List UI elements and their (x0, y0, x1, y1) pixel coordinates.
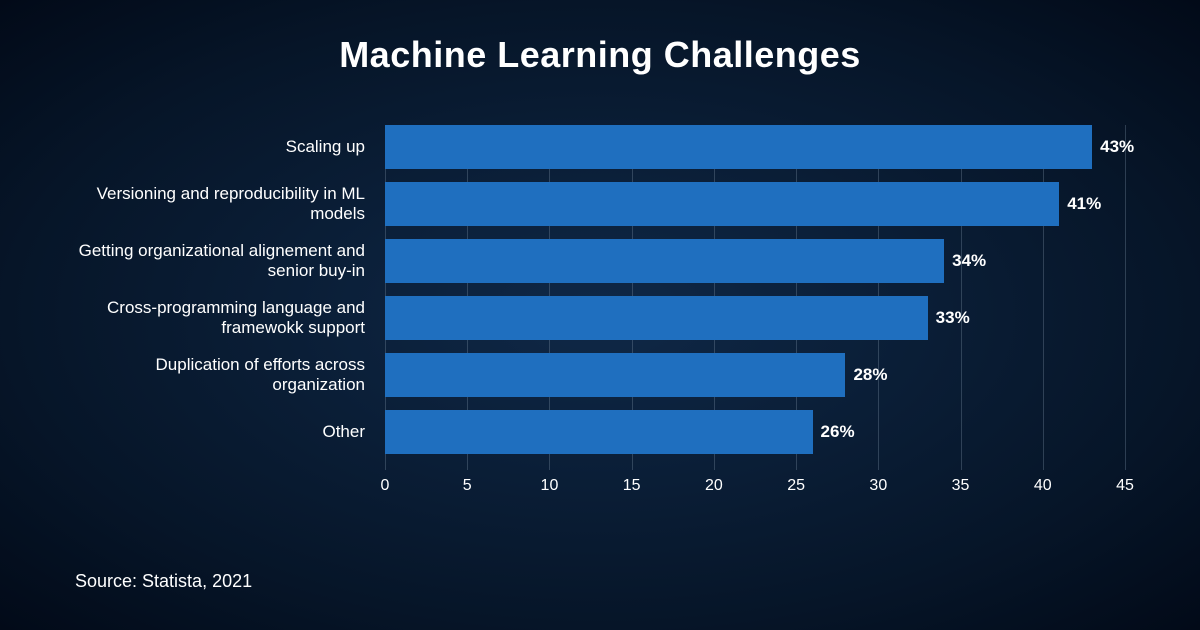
source-attribution: Source: Statista, 2021 (75, 571, 252, 592)
bar-row: Versioning and reproducibility in ML mod… (75, 182, 1125, 226)
bar-row: Cross-programming language and framewokk… (75, 296, 1125, 340)
category-label: Scaling up (75, 137, 375, 157)
bar (385, 182, 1059, 226)
category-label: Other (75, 422, 375, 442)
bar-value-label: 28% (853, 365, 887, 385)
bar-row: Other 26% (75, 410, 1125, 454)
x-tick-label: 35 (952, 477, 970, 495)
x-tick-label: 25 (787, 477, 805, 495)
category-label: Cross-programming language and framewokk… (75, 298, 375, 339)
bar (385, 239, 944, 283)
x-tick-label: 40 (1034, 477, 1052, 495)
bar-value-label: 34% (952, 251, 986, 271)
bar (385, 296, 928, 340)
bar-row: Scaling up43% (75, 125, 1125, 169)
x-tick-label: 45 (1116, 477, 1134, 495)
category-label: Versioning and reproducibility in ML mod… (75, 184, 375, 225)
category-label: Getting organizational alignement and se… (75, 241, 375, 282)
chart-container: Scaling up43% Versioning and reproducibil… (75, 125, 1125, 515)
x-tick-label: 15 (623, 477, 641, 495)
bar-value-label: 41% (1067, 194, 1101, 214)
chart-title: Machine Learning Challenges (0, 0, 1200, 76)
x-tick-label: 30 (869, 477, 887, 495)
bar-row: Getting organizational alignement and se… (75, 239, 1125, 283)
x-tick-label: 0 (381, 477, 390, 495)
bar-value-label: 33% (936, 308, 970, 328)
category-label: Duplication of efforts across organizati… (75, 355, 375, 396)
x-tick-label: 20 (705, 477, 723, 495)
bar-value-label: 43% (1100, 137, 1134, 157)
x-tick-label: 10 (541, 477, 559, 495)
bar-row: Duplication of efforts across organizati… (75, 353, 1125, 397)
grid-line (1125, 125, 1126, 470)
bar (385, 410, 813, 454)
bar (385, 353, 845, 397)
bar-value-label: 26% (821, 422, 855, 442)
x-tick-label: 5 (463, 477, 472, 495)
bar (385, 125, 1092, 169)
